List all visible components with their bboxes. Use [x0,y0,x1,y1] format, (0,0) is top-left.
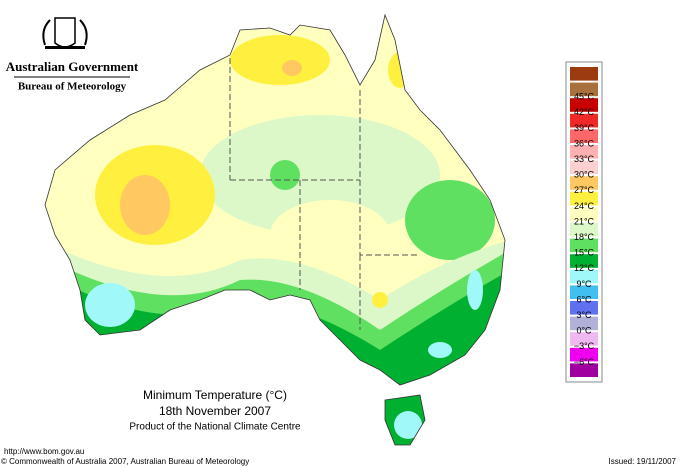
legend-swatch [570,301,598,315]
legend-swatch [570,191,598,206]
tasmania [385,395,425,445]
legend-label: 12°C [574,263,595,273]
issued: Issued: 19/11/2007 [609,457,677,466]
map-date: 18th November 2007 [159,404,271,418]
legend-swatch [570,238,598,253]
legend-label: 6°C [576,294,592,304]
legend-label: 39°C [574,123,595,133]
legend-swatch [570,254,598,268]
legend-label: 24°C [574,201,595,211]
legend-label: 42°C [574,107,595,117]
legend-label: 18°C [574,232,595,242]
legend-label: 3°C [576,310,592,320]
legend-swatch [570,129,598,143]
legend-swatch [570,347,598,362]
logo [42,17,88,49]
legend-swatch [570,113,598,128]
agency: Bureau of Meteorology [18,81,127,93]
legend-swatch [570,176,598,190]
url: http://www.bom.gov.au [4,447,84,456]
map-title: Minimum Temperature (°C) [143,388,287,402]
legend-label: 21°C [574,216,595,226]
legend-swatch [570,223,598,237]
government: Australian Government [6,59,139,74]
legend-label: 30°C [574,170,595,180]
legend-swatch [570,160,598,175]
legend-label: −3°C [574,341,595,351]
legend-label: 36°C [574,138,595,148]
copyright: © Commonwealth of Australia 2007, Austra… [1,457,249,466]
legend-swatch [570,98,598,112]
legend-swatch [570,82,598,97]
legend-swatch [570,67,598,81]
legend-swatch [570,285,598,299]
legend-swatch [570,269,598,284]
legend: 45°C 42°C 39°C 36°C 33°C 30°C 27°C 24°C 21°C 18°C… [565,61,603,383]
legend-swatch [570,316,598,331]
legend-swatch [570,207,598,221]
legend-label: 33°C [574,154,595,164]
legend-label: 0°C [576,326,592,336]
legend-label: 15°C [574,248,595,258]
legend-label: 27°C [574,185,595,195]
map-product: Product of the National Climate Centre [129,422,301,433]
legend-label: −6°C [574,357,595,367]
legend-label: 45°C [574,92,595,102]
legend-swatch [570,363,598,377]
legend-label: 9°C [576,279,592,289]
legend-swatch [570,332,598,346]
legend-swatch [570,145,598,159]
